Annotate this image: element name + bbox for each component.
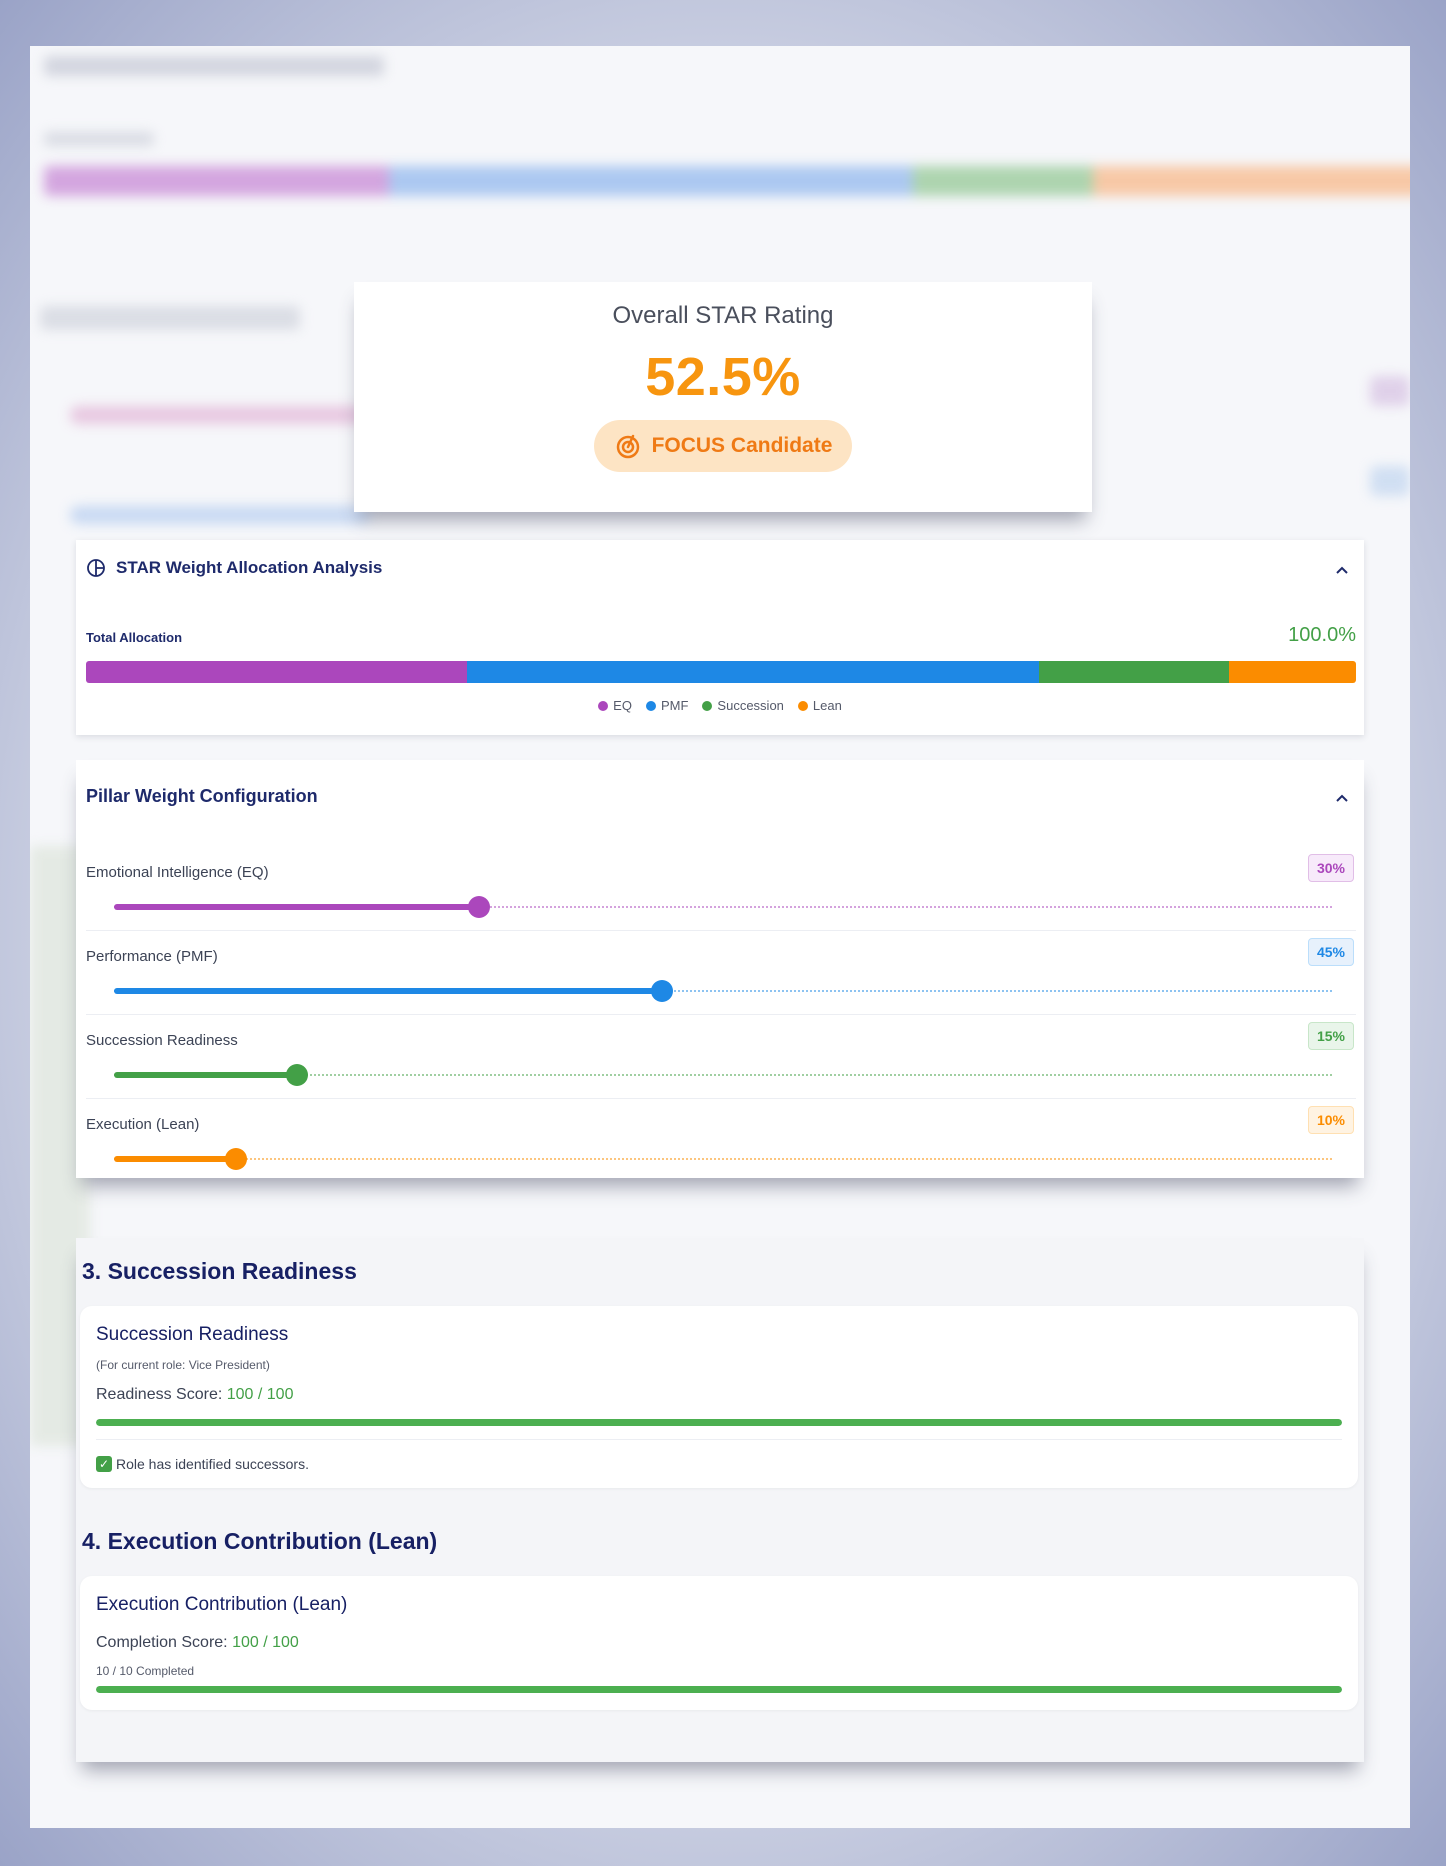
allocation-title: STAR Weight Allocation Analysis <box>116 558 383 577</box>
target-icon <box>616 434 639 459</box>
legend-dot <box>598 700 609 711</box>
legend-item: Lean <box>797 698 842 713</box>
sections-panel: 3. Succession Readiness Succession Readi… <box>76 1238 1364 1762</box>
weight-badge: 15% <box>1307 1022 1354 1050</box>
chevron-up-icon[interactable] <box>1334 562 1350 578</box>
allocation-segment-pmf <box>467 661 1039 683</box>
slider-track[interactable] <box>114 906 1332 908</box>
succession-card: Succession Readiness (For current role: … <box>80 1306 1358 1488</box>
rating-value: 52.5% <box>645 347 801 407</box>
completion-progress-bar <box>96 1686 1342 1693</box>
readiness-progress-fill <box>96 1419 1342 1426</box>
bg-slider-placeholder <box>70 506 370 524</box>
slider-fill <box>114 904 480 910</box>
pillar-slider-row: Emotional Intelligence (EQ) 30% <box>86 846 1356 931</box>
total-allocation-label: Total Allocation <box>86 630 183 645</box>
pillar-slider-row: Succession Readiness 15% <box>86 1014 1356 1099</box>
allocation-legend: EQ PMF Succession Lean <box>76 698 1364 713</box>
legend-dot <box>702 700 713 711</box>
slider-thumb[interactable] <box>224 1148 247 1170</box>
execution-card-title: Execution Contribution (Lean) <box>96 1594 348 1615</box>
bg-title-placeholder <box>44 56 384 76</box>
legend-label: EQ <box>613 698 632 713</box>
slider-fill <box>114 1156 236 1162</box>
pillar-slider-row: Execution (Lean) 10% <box>86 1098 1356 1182</box>
weight-allocation-card: STAR Weight Allocation Analysis Total Al… <box>76 540 1364 735</box>
slider-label: Execution (Lean) <box>86 1116 200 1133</box>
legend-item: Succession <box>702 698 784 713</box>
slider-label: Emotional Intelligence (EQ) <box>86 864 269 881</box>
readiness-score-value: 100 / 100 <box>226 1386 294 1403</box>
slider-label: Performance (PMF) <box>86 948 218 965</box>
weight-badge: 45% <box>1307 938 1354 966</box>
pillar-config-title: Pillar Weight Configuration <box>86 786 318 806</box>
slider-thumb[interactable] <box>651 980 674 1002</box>
focus-badge-label: FOCUS Candidate <box>651 434 833 457</box>
allocation-segment-lean <box>1229 661 1356 683</box>
completion-score: Completion Score: 100 / 100 <box>96 1634 299 1652</box>
completed-count: 10 / 10 Completed <box>96 1664 195 1678</box>
completion-score-label: Completion Score: <box>96 1634 228 1651</box>
bg-heading-placeholder <box>40 306 300 330</box>
legend-item: EQ <box>598 698 632 713</box>
slider-fill <box>114 988 663 994</box>
readiness-score: Readiness Score: 100 / 100 <box>96 1386 293 1404</box>
slider-label: Succession Readiness <box>86 1032 238 1049</box>
execution-section-heading: 4. Execution Contribution (Lean) <box>82 1528 438 1554</box>
weight-badge: 10% <box>1307 1106 1354 1134</box>
legend-label: Succession <box>717 698 784 713</box>
divider <box>96 1439 1342 1440</box>
bg-badge-placeholder <box>1370 376 1410 406</box>
legend-dot <box>797 700 808 711</box>
bg-subtitle-placeholder <box>44 132 154 146</box>
succession-card-title: Succession Readiness <box>96 1324 289 1345</box>
overall-rating-card: Overall STAR Rating 52.5% FOCUS Candidat… <box>354 282 1092 512</box>
legend-label: PMF <box>660 698 689 713</box>
chevron-up-icon[interactable] <box>1334 790 1350 806</box>
focus-candidate-badge: FOCUS Candidate <box>593 420 853 472</box>
weight-badge: 30% <box>1307 854 1354 882</box>
succession-role-note: (For current role: Vice President) <box>96 1358 270 1372</box>
legend-label: Lean <box>812 698 842 713</box>
allocation-segment-eq <box>86 661 467 683</box>
execution-card: Execution Contribution (Lean) Completion… <box>80 1576 1358 1710</box>
readiness-progress-bar <box>96 1419 1342 1426</box>
allocation-header[interactable]: STAR Weight Allocation Analysis <box>86 558 382 578</box>
allocation-segment-succession <box>1038 661 1229 683</box>
slider-thumb[interactable] <box>468 896 491 918</box>
completion-progress-fill <box>96 1686 1342 1693</box>
completion-score-value: 100 / 100 <box>232 1634 299 1651</box>
slider-track[interactable] <box>114 1074 1332 1076</box>
succession-section-heading: 3. Succession Readiness <box>82 1258 357 1284</box>
slider-fill <box>114 1072 297 1078</box>
pillar-weight-card: Pillar Weight Configuration Emotional In… <box>76 760 1364 1178</box>
bg-allocation-bar <box>44 166 1410 196</box>
pie-chart-icon <box>87 559 105 577</box>
slider-track[interactable] <box>114 990 1332 992</box>
bg-badge-placeholder <box>1370 466 1410 496</box>
allocation-bar <box>86 661 1356 683</box>
slider-thumb[interactable] <box>285 1064 308 1086</box>
pillar-slider-row: Performance (PMF) 45% <box>86 930 1356 1015</box>
successor-status: ✓ Role has identified successors. <box>96 1456 309 1472</box>
legend-dot <box>645 700 656 711</box>
check-icon: ✓ <box>96 1456 112 1472</box>
rating-title: Overall STAR Rating <box>612 302 834 329</box>
total-allocation-value: 100.0% <box>1288 624 1356 646</box>
bg-slider-placeholder <box>70 406 370 424</box>
successor-status-text: Role has identified successors. <box>116 1456 309 1472</box>
readiness-score-label: Readiness Score: <box>96 1386 223 1403</box>
slider-track[interactable] <box>114 1158 1332 1160</box>
legend-item: PMF <box>645 698 689 713</box>
